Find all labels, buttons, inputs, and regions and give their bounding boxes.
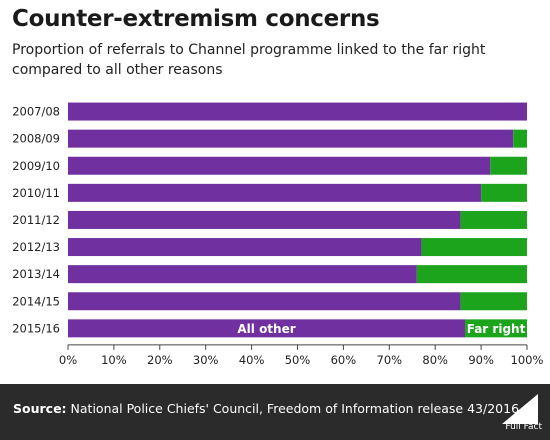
bar-far-right [490,156,527,175]
bar-far-right [460,292,527,311]
bar-all-other [68,102,527,121]
bar-far-right [416,265,527,284]
bar-all-other [68,156,491,175]
x-tick-label: 80% [422,353,448,367]
bar-far-right [460,210,527,229]
category-label: 2015/16 [12,321,60,335]
category-label: 2009/10 [12,159,60,173]
x-tick-label: 30% [193,353,219,367]
category-label: 2012/13 [12,240,60,254]
bar-far-right [421,238,527,257]
bar-far-right [513,129,527,148]
x-tick-label: 20% [147,353,173,367]
bar-all-other [68,292,461,311]
bar-all-other [68,265,417,284]
category-label: 2011/12 [12,213,60,227]
bar-all-other [68,210,461,229]
x-tick-label: 90% [468,353,494,367]
source-note: Source: National Police Chiefs' Council,… [13,401,519,416]
bar-all-other [68,319,466,338]
x-tick-label: 100% [511,353,544,367]
chart-title: Counter-extremism concerns [12,6,380,32]
bar-chart: 2007/08 2008/09 2009/10 2010/11 2011/12 2012/… [12,102,544,367]
source-text: National Police Chiefs' Council, Freedom… [70,401,520,416]
category-label: 2008/09 [12,132,60,146]
x-tick-label: 50% [285,353,311,367]
bar-far-right [465,319,527,338]
x-tick-label: 70% [377,353,403,367]
chart-subtitle: Proportion of referrals to Channel progr… [12,42,486,78]
logo-text: Full Fact [505,422,542,432]
category-label: 2013/14 [12,267,60,281]
category-label: 2010/11 [12,186,60,200]
source-label: Source: [13,401,67,416]
bar-all-other [68,238,422,257]
category-label: 2014/15 [12,294,60,308]
x-tick-label: 60% [331,353,357,367]
bar-far-right [481,183,527,202]
bar-all-other [68,183,482,202]
x-tick-label: 10% [101,353,127,367]
series-label-far-right: Far right [467,322,526,336]
x-tick-label: 0% [59,353,77,367]
bar-all-other [68,129,514,148]
x-tick-label: 40% [239,353,265,367]
footer: Source: National Police Chiefs' Council,… [0,384,550,440]
series-label-all-other: All other [237,322,295,336]
category-label: 2007/08 [12,105,60,119]
full-fact-logo-icon [502,394,538,424]
